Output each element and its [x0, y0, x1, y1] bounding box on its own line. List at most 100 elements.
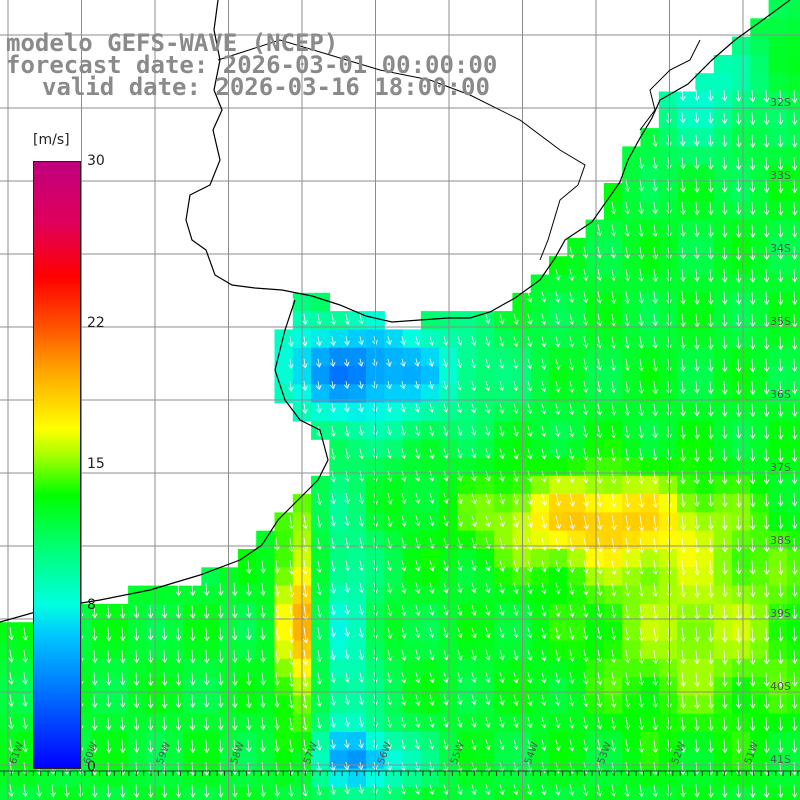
field-cell: [695, 603, 715, 623]
wind-arrow: [694, 582, 700, 598]
colorbar-unit: [m/s]: [33, 132, 70, 148]
field-cell: [384, 695, 404, 715]
wind-arrow: [679, 134, 686, 147]
field-cell: [311, 512, 330, 532]
wind-arrow: [527, 739, 533, 751]
field-cell: [713, 585, 733, 605]
field-cell: [494, 530, 513, 550]
wind-arrow: [610, 672, 617, 686]
field-cell: [384, 585, 404, 605]
field-cell: [585, 750, 605, 770]
wind-arrow: [791, 403, 798, 417]
field-cell: [750, 732, 770, 751]
field-cell: [768, 18, 788, 38]
field-cell: [347, 366, 367, 385]
field-cell: [146, 695, 166, 715]
field-cell: [420, 420, 440, 440]
wind-arrow: [749, 269, 756, 283]
field-cell: [512, 658, 532, 678]
field-cell: [750, 329, 770, 349]
field-cell: [384, 603, 404, 623]
field-cell: [713, 256, 733, 276]
wind-arrow: [735, 157, 742, 171]
wind-arrow: [735, 313, 742, 327]
wind-arrow: [484, 313, 491, 325]
wind-arrow: [694, 672, 700, 688]
wind-arrow: [442, 425, 449, 437]
wind-arrow: [582, 381, 589, 393]
wind-arrow: [161, 605, 168, 619]
field-cell: [585, 549, 605, 568]
wind-arrow: [568, 403, 575, 416]
wind-arrow: [358, 649, 365, 661]
wind-arrow: [8, 627, 15, 641]
wind-arrow: [708, 627, 714, 643]
field-cell: [732, 329, 751, 349]
wind-arrow: [442, 358, 448, 368]
wind-arrow: [400, 403, 406, 413]
field-cell: [311, 311, 330, 330]
field-cell: [622, 292, 642, 312]
field-cell: [640, 677, 660, 696]
wind-arrow: [414, 381, 420, 390]
wind-arrow: [415, 493, 421, 504]
wind-arrow: [638, 649, 645, 664]
wind-arrow: [175, 717, 182, 731]
field-cell: [347, 658, 367, 678]
wind-arrow: [791, 672, 798, 687]
wind-arrow: [442, 336, 449, 346]
wind-arrow: [8, 717, 15, 730]
field-cell: [274, 585, 294, 605]
wind-arrow: [763, 717, 770, 732]
wind-arrow: [8, 672, 14, 685]
field-cell: [768, 36, 788, 56]
wind-arrow: [428, 627, 435, 639]
wind-arrow: [763, 649, 770, 665]
wind-arrow: [707, 179, 714, 193]
wind-arrow: [624, 336, 631, 349]
field-cell: [768, 750, 788, 770]
wind-arrow: [386, 336, 392, 346]
wind-arrow: [302, 560, 309, 575]
field-cell: [329, 311, 349, 330]
field-cell: [567, 439, 587, 459]
wind-arrow: [735, 269, 742, 283]
field-cell: [109, 622, 129, 642]
field-cell: [530, 439, 550, 459]
field-cell: [585, 256, 605, 276]
wind-arrow: [554, 336, 561, 348]
field-cell: [402, 567, 422, 587]
field-cell: [768, 109, 788, 129]
field-cell: [732, 640, 751, 660]
wind-arrow: [513, 425, 519, 437]
wind-arrow: [680, 739, 686, 753]
field-cell: [768, 201, 788, 221]
field-cell: [311, 292, 330, 312]
field-cell: [713, 677, 733, 696]
wind-arrow: [749, 537, 756, 553]
wind-arrow: [22, 627, 28, 641]
wind-arrow: [749, 761, 756, 776]
wind-arrow: [330, 515, 336, 527]
field-cell: [786, 329, 800, 349]
wind-arrow: [777, 672, 784, 687]
field-cell: [18, 768, 38, 788]
field-cell: [311, 768, 330, 788]
wind-arrow: [189, 694, 196, 708]
field-cell: [475, 750, 495, 770]
wind-arrow: [119, 694, 126, 708]
wind-arrow: [624, 493, 631, 508]
wind-arrow: [541, 717, 547, 729]
field-cell: [567, 658, 587, 678]
wind-arrow: [694, 425, 700, 440]
field-cell: [549, 567, 568, 587]
field-cell: [512, 530, 532, 550]
field-cell: [585, 366, 605, 385]
field-cell: [786, 256, 800, 276]
field-cell: [786, 18, 800, 38]
field-cell: [695, 219, 715, 239]
field-cell: [603, 237, 623, 257]
field-cell: [512, 768, 532, 788]
field-cell: [658, 256, 678, 276]
field-cell: [695, 384, 715, 404]
